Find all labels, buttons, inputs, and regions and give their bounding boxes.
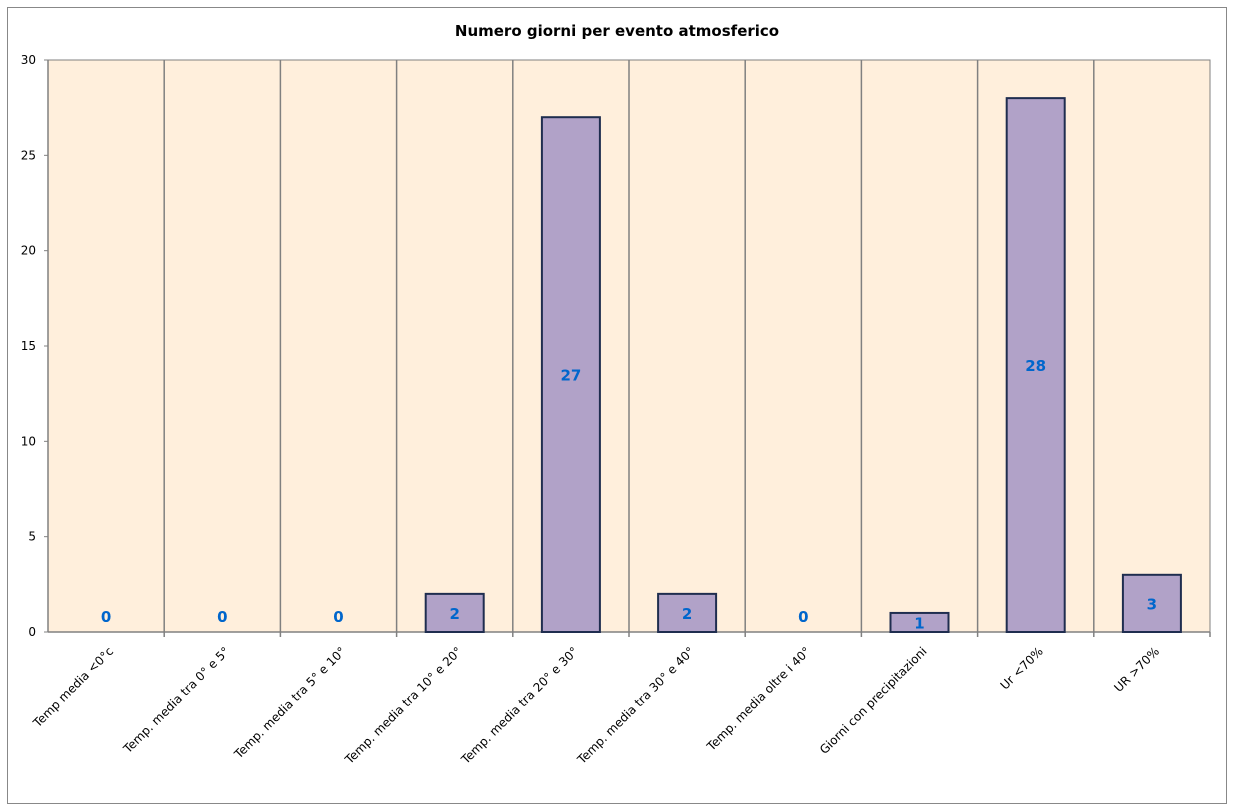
y-tick-label: 25 <box>21 148 36 162</box>
data-label: 1 <box>914 614 924 632</box>
x-tick-label: Temp. media tra 5° e 10° <box>231 644 349 762</box>
data-label: 0 <box>798 608 808 626</box>
data-label: 27 <box>560 367 581 385</box>
y-tick-label: 0 <box>28 625 36 639</box>
bar <box>540 116 601 633</box>
y-tick-label: 20 <box>21 244 36 258</box>
x-tick-label: Temp. media tra 20° e 30° <box>458 644 581 767</box>
x-tick-label: Temp. media tra 0° e 5° <box>120 644 232 756</box>
data-label: 0 <box>101 608 111 626</box>
x-tick-label: Temp. media tra 30° e 40° <box>574 644 697 767</box>
bar <box>657 592 718 633</box>
x-tick-label: Temp media <0°c <box>30 644 116 730</box>
x-tick-label: Giorni con precipitazioni <box>817 644 930 757</box>
y-tick-label: 15 <box>21 339 36 353</box>
y-tick-label: 5 <box>28 530 36 544</box>
bar <box>889 611 950 634</box>
data-label: 3 <box>1147 595 1157 613</box>
data-label: 0 <box>217 608 227 626</box>
bar <box>424 592 485 633</box>
data-label: 2 <box>449 605 459 623</box>
data-label: 28 <box>1025 357 1046 375</box>
data-label: 0 <box>333 608 343 626</box>
bar <box>1005 97 1066 633</box>
data-label: 2 <box>682 605 692 623</box>
bar <box>1121 573 1182 633</box>
y-tick-label: 30 <box>21 53 36 67</box>
x-tick-label: Ur <70% <box>998 644 1046 692</box>
x-tick-label: Temp. media oltre i 40° <box>703 644 813 754</box>
chart-title: Numero giorni per evento atmosferico <box>455 22 779 40</box>
x-tick-label: Temp. media tra 10° e 20° <box>342 644 465 767</box>
y-tick-label: 10 <box>21 434 36 448</box>
x-tick-label: UR >70% <box>1111 644 1162 695</box>
